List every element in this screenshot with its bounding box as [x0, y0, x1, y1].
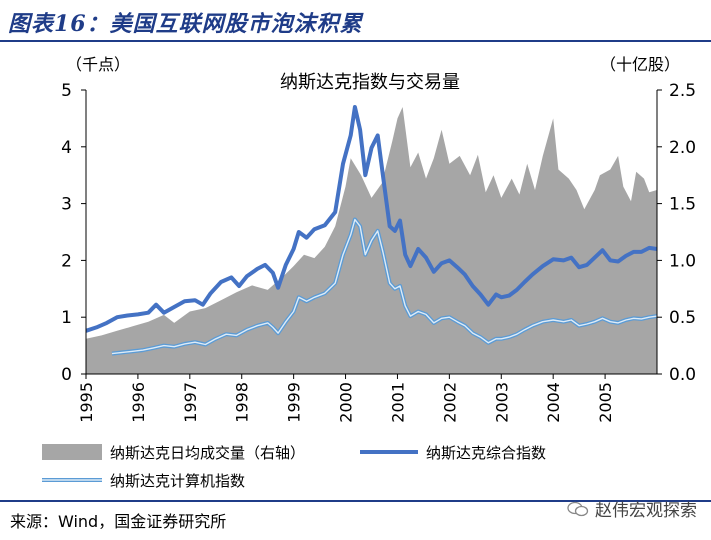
x-tick-label: 1998: [233, 382, 252, 423]
left-tick-label: 0: [61, 365, 72, 385]
x-tick-label: 1996: [129, 382, 148, 423]
right-tick-label: 0.5: [669, 308, 696, 328]
left-tick-label: 5: [61, 81, 72, 101]
legend-label: 纳斯达克综合指数: [426, 444, 546, 462]
left-tick-label: 2: [61, 251, 72, 271]
watermark-text: 赵伟宏观探索: [595, 501, 697, 521]
left-tick-label: 4: [61, 138, 72, 158]
x-tick-label: 2002: [440, 382, 459, 423]
series-computer-line-inner: [111, 218, 658, 355]
title-divider: [0, 40, 711, 42]
right-tick-label: 2.0: [669, 138, 696, 158]
x-tick-label: 2004: [544, 382, 563, 423]
legend-swatch-area: [42, 444, 102, 460]
x-tick-label: 1997: [181, 382, 200, 423]
figure-title: 图表16：美国互联网股市泡沫积累: [8, 11, 363, 37]
right-tick-label: 1.5: [669, 195, 696, 215]
x-tick-label: 1995: [77, 382, 96, 423]
right-axis-unit: （十亿股）: [600, 55, 680, 74]
x-tick-label: 2001: [388, 382, 407, 423]
x-tick-label: 2003: [492, 382, 511, 423]
wechat-icon: [567, 501, 589, 516]
left-tick-label: 3: [61, 195, 72, 215]
footer-divider: [0, 500, 711, 502]
legend-label: 纳斯达克计算机指数: [110, 472, 245, 490]
nasdaq-chart: 纳斯达克指数与交易量 （千点） （十亿股） 0 1 2 3 4 5 0.0 0.5 1.0 1.5…: [42, 55, 696, 490]
x-tick-label: 1999: [285, 382, 304, 423]
watermark: 赵伟宏观探索: [567, 496, 697, 521]
chart-title: 纳斯达克指数与交易量: [280, 72, 460, 93]
right-tick-label: 2.5: [669, 81, 696, 101]
series-composite-line: [85, 105, 658, 333]
x-tick-label: 2005: [596, 382, 615, 423]
right-tick-label: 1.0: [669, 251, 696, 271]
legend-label: 纳斯达克日均成交量（右轴）: [110, 444, 305, 462]
source-note: 来源：Wind，国金证券研究所: [10, 512, 227, 531]
right-tick-label: 0.0: [669, 365, 696, 385]
left-axis-unit: （千点）: [66, 55, 130, 74]
left-tick-label: 1: [61, 308, 72, 328]
x-tick-label: 2000: [337, 382, 356, 423]
